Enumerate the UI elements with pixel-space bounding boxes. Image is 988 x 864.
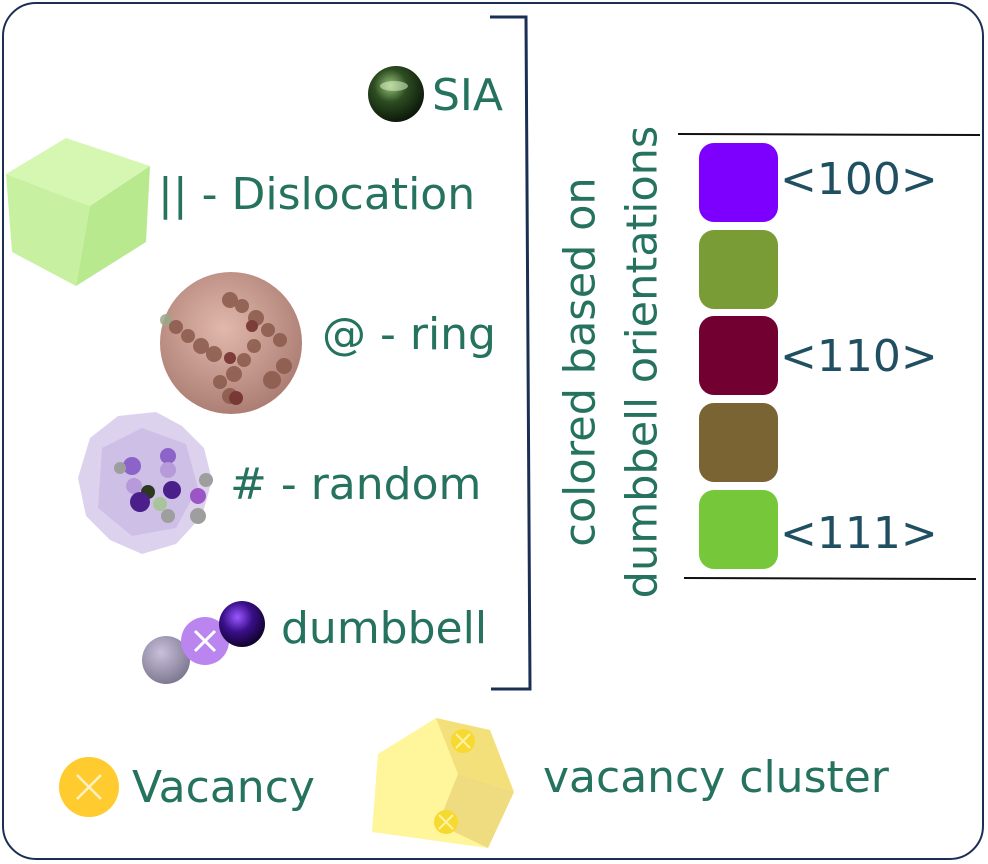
- orientation-caption-line2: dumbbell orientations: [618, 125, 668, 599]
- orientation-111-label: <111>: [780, 508, 938, 559]
- swatch-100: [699, 143, 778, 222]
- swatch-110-111: [699, 403, 778, 482]
- swatch-100-110: [699, 230, 778, 309]
- dumbbell-label: dumbbell: [281, 603, 488, 654]
- random-label: # - random: [230, 459, 482, 510]
- orientation-100-label: <100>: [780, 154, 938, 205]
- vacancy-cluster-icon: [372, 718, 514, 848]
- swatch-111: [699, 490, 778, 569]
- orientation-caption-line1: colored based on: [555, 177, 606, 547]
- vacancy-label: Vacancy: [132, 762, 315, 813]
- swatch-bottom-rule: [683, 577, 977, 580]
- orientation-110-label: <110>: [780, 331, 938, 382]
- swatch-110: [699, 316, 778, 395]
- vacancy-icon: [59, 757, 119, 817]
- sia-label: SIA: [432, 70, 504, 121]
- dumbbell-icon: [142, 601, 265, 684]
- ring-cluster-icon: [160, 272, 302, 414]
- sia-sphere-icon: [368, 66, 424, 122]
- dislocation-label: || - Dislocation: [158, 169, 476, 220]
- ring-label: @ - ring: [322, 309, 496, 360]
- dislocation-cube-icon: [6, 138, 150, 286]
- random-cluster-icon: [78, 412, 213, 554]
- category-bracket: [490, 15, 532, 691]
- vacancy-cluster-label: vacancy cluster: [543, 752, 889, 803]
- swatch-top-rule: [677, 133, 981, 136]
